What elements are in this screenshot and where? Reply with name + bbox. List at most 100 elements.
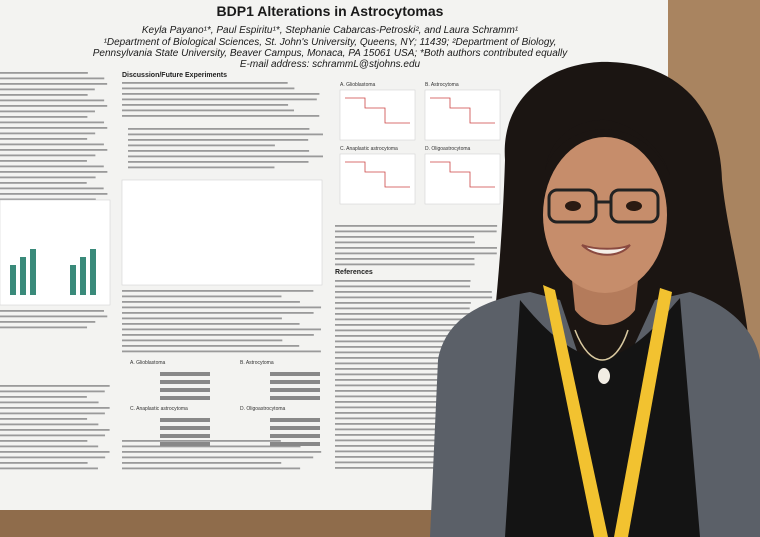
text-line xyxy=(0,445,99,448)
panel-label: C. Anaplastic astrocytoma xyxy=(130,406,188,412)
text-line xyxy=(0,440,88,442)
text-line xyxy=(122,290,314,292)
text-line xyxy=(0,165,104,168)
text-line xyxy=(335,247,497,249)
text-line xyxy=(122,115,320,117)
text-line xyxy=(0,116,88,118)
text-line xyxy=(122,82,288,84)
panel-label: D. Oligoastrocytoma xyxy=(425,146,471,152)
text-line xyxy=(128,144,275,147)
text-line xyxy=(335,351,470,354)
survival-curve xyxy=(430,97,495,124)
text-line xyxy=(128,139,309,141)
survival-curve xyxy=(345,97,410,124)
oncoprint-row xyxy=(160,426,210,430)
email: E-mail address: schrammL@stjohns.edu xyxy=(240,59,421,70)
text-line xyxy=(335,236,475,238)
text-line xyxy=(335,456,474,458)
text-line xyxy=(0,176,96,179)
oncoprint-row xyxy=(270,388,320,392)
oncoprint-row xyxy=(270,396,320,400)
text-line xyxy=(128,155,323,158)
oncoprint-row xyxy=(270,426,320,430)
figure-panel xyxy=(424,153,501,205)
text-line xyxy=(122,301,300,303)
text-line xyxy=(335,285,471,288)
text-line xyxy=(122,345,300,347)
survival-curve xyxy=(430,161,495,188)
oncoprint-row xyxy=(160,418,210,422)
text-line xyxy=(0,315,108,318)
text-line xyxy=(0,110,95,113)
text-line xyxy=(0,132,96,135)
bar-icon xyxy=(70,265,76,295)
text-line xyxy=(335,373,469,376)
bar-icon xyxy=(20,257,26,295)
section-heading: References xyxy=(335,269,373,276)
text-line xyxy=(122,104,289,106)
panel-label: A. Glioblastoma xyxy=(130,360,166,366)
text-line xyxy=(335,302,471,304)
oncoprint-row xyxy=(160,396,210,400)
panel-label: C. Anaplastic astrocytoma xyxy=(340,146,398,152)
text-line xyxy=(0,149,108,151)
text-line xyxy=(122,295,282,298)
panel-label: A. Glioblastoma xyxy=(340,82,376,88)
text-line xyxy=(128,133,323,136)
text-line xyxy=(122,451,322,453)
text-line xyxy=(0,99,105,102)
eye xyxy=(565,201,581,211)
text-line xyxy=(0,407,110,409)
text-line xyxy=(335,445,491,447)
affiliation: ¹Department of Biological Sciences, St. … xyxy=(104,37,557,48)
oncoprint-row xyxy=(160,388,210,392)
text-line xyxy=(128,161,309,163)
text-line xyxy=(335,439,468,442)
text-line xyxy=(0,143,104,146)
text-line xyxy=(335,412,473,414)
text-line xyxy=(335,230,497,233)
text-line xyxy=(335,258,475,260)
text-line xyxy=(335,357,492,359)
text-line xyxy=(0,127,108,129)
text-line xyxy=(122,467,301,470)
text-line xyxy=(128,166,275,169)
text-line xyxy=(335,368,472,370)
text-line xyxy=(335,324,472,326)
text-line xyxy=(335,241,475,244)
text-line xyxy=(335,379,492,381)
text-line xyxy=(335,296,493,299)
text-line xyxy=(335,467,491,469)
text-line xyxy=(335,406,493,409)
text-line xyxy=(0,396,87,398)
text-line xyxy=(122,312,314,314)
section-heading: Discussion/Future Experiments xyxy=(122,72,227,79)
text-line xyxy=(335,313,492,315)
text-line xyxy=(335,318,493,321)
text-line xyxy=(122,350,321,353)
text-line xyxy=(0,429,110,431)
affiliation: Pennsylvania State University, Beaver Ca… xyxy=(93,48,569,59)
text-line xyxy=(0,198,96,201)
text-line xyxy=(0,182,87,184)
text-line xyxy=(0,154,96,157)
text-line xyxy=(0,160,87,162)
text-line xyxy=(0,193,108,195)
oncoprint-row xyxy=(160,442,210,446)
text-line xyxy=(122,462,282,464)
text-line xyxy=(0,321,96,323)
text-line xyxy=(122,317,282,320)
oncoprint-row xyxy=(160,434,210,438)
bar-icon xyxy=(30,249,36,295)
text-line xyxy=(335,401,492,403)
text-line xyxy=(0,390,105,393)
text-line xyxy=(335,384,493,387)
text-line xyxy=(122,456,314,459)
text-line xyxy=(335,461,468,464)
text-line xyxy=(122,98,317,101)
text-line xyxy=(0,385,110,387)
text-line xyxy=(335,346,472,348)
panel-label: B. Astrocytoma xyxy=(425,82,459,88)
